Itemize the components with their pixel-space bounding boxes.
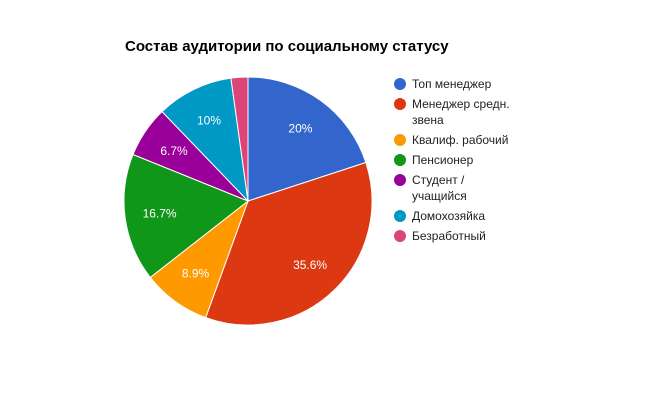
legend-label-4: Студент / <box>412 173 465 187</box>
legend-marker-4 <box>394 174 406 186</box>
legend-label-5: Домохозяйка <box>412 209 485 223</box>
chart-title: Состав аудитории по социальному статусу <box>125 38 449 55</box>
legend-label-6: Безработный <box>412 229 486 243</box>
pie-slice-6[interactable] <box>230 76 249 202</box>
legend-label-1: Менеджер средн. <box>412 97 510 111</box>
legend-marker-0 <box>394 78 406 90</box>
slice-value-label-2: 8.9% <box>182 266 210 280</box>
legend-marker-5 <box>394 210 406 222</box>
pie-slice-0[interactable] <box>247 76 367 202</box>
legend-marker-1 <box>394 98 406 110</box>
legend-marker-2 <box>394 134 406 146</box>
legend-label-1-line-1: звена <box>412 113 444 127</box>
legend-label-2: Квалиф. рабочий <box>412 133 508 147</box>
slice-value-label-0: 20% <box>288 122 312 136</box>
pie-slice-5[interactable] <box>161 77 249 203</box>
slice-value-label-3: 16.7% <box>143 206 177 220</box>
slice-value-label-4: 6.7% <box>160 144 188 158</box>
legend-label-3: Пенсионер <box>412 153 474 167</box>
legend-label-4-line-1: учащийся <box>412 189 467 203</box>
pie-slice-3[interactable] <box>123 153 249 279</box>
legend-label-0: Топ менеджер <box>412 77 492 91</box>
slice-value-label-5: 10% <box>197 114 221 128</box>
slice-value-label-1: 35.6% <box>293 258 327 272</box>
legend-marker-6 <box>394 230 406 242</box>
legend-marker-3 <box>394 154 406 166</box>
